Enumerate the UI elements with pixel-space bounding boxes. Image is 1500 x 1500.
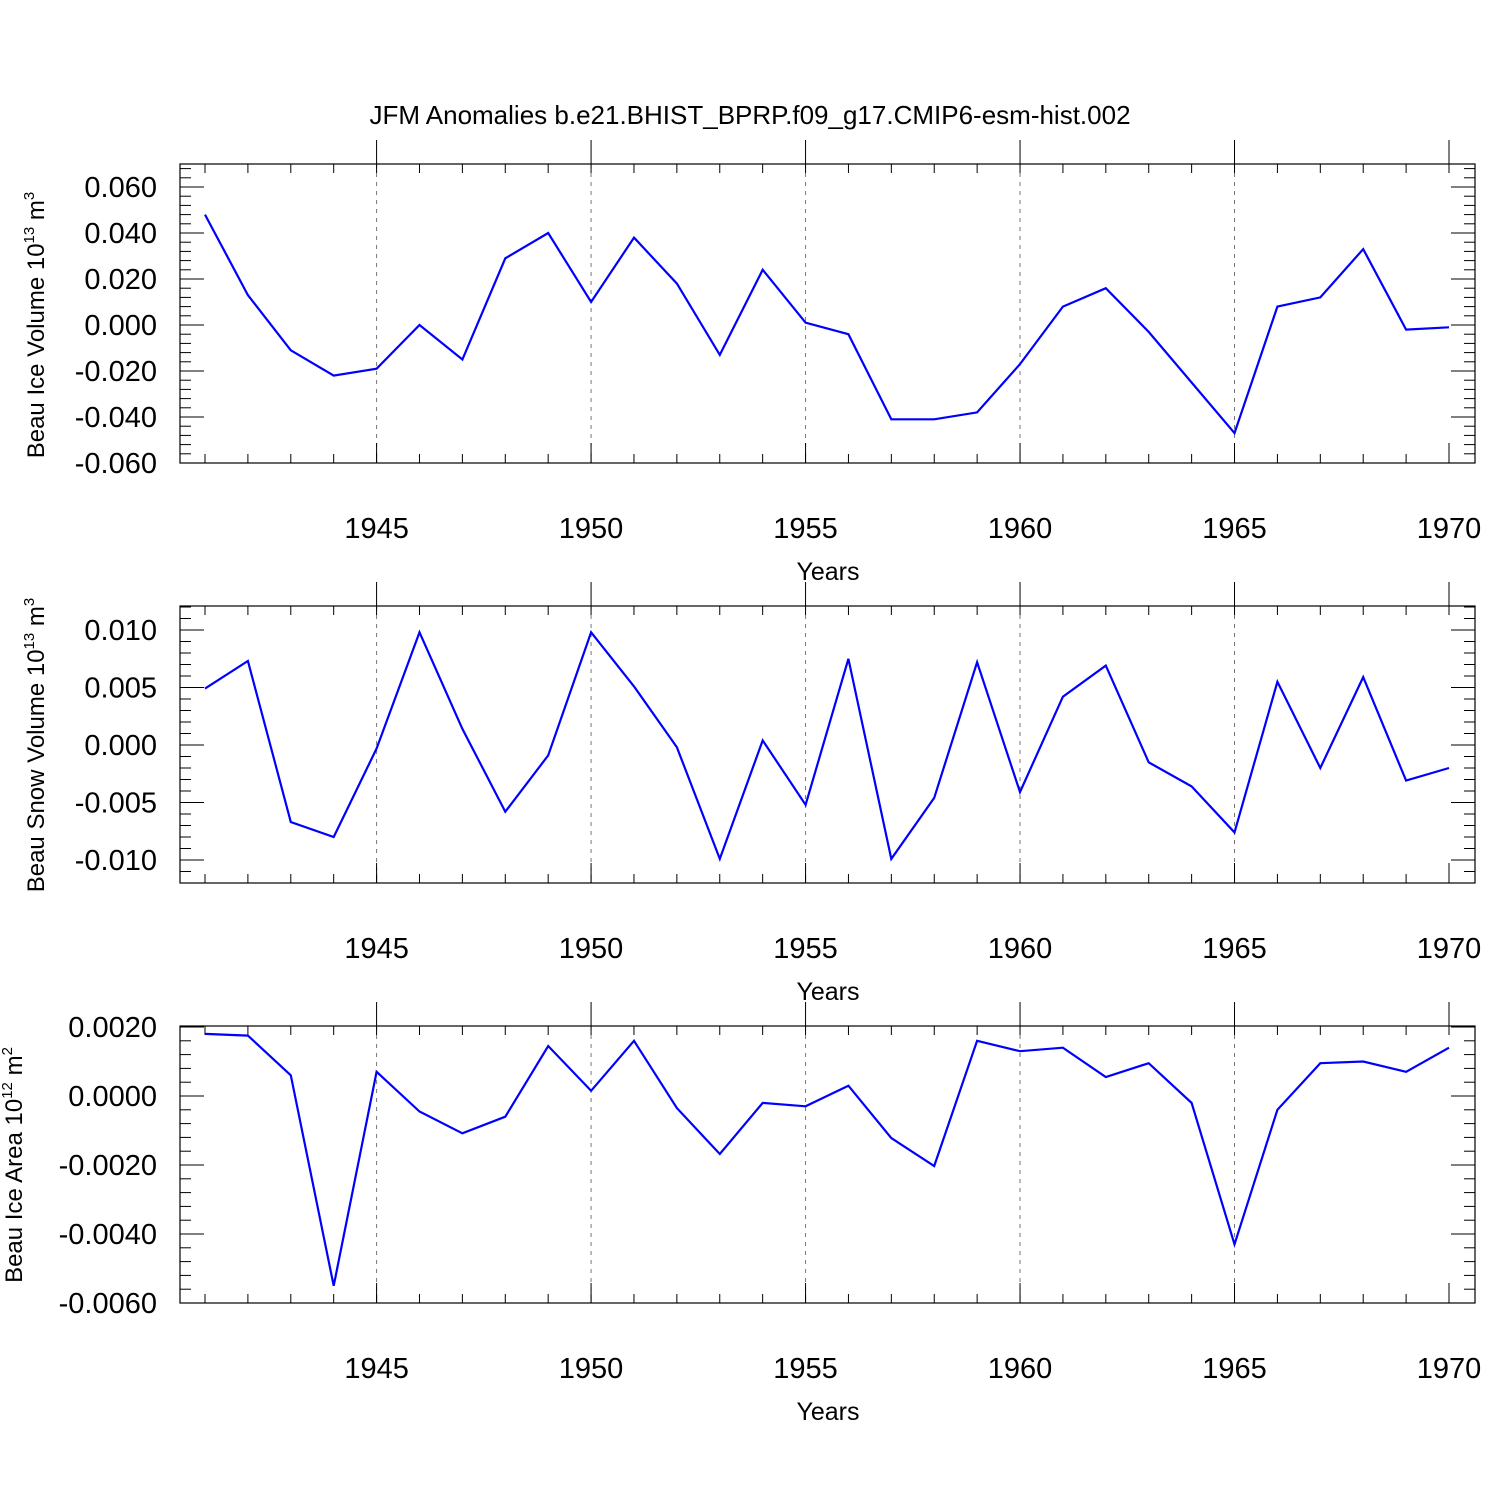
- ice-area-ytick-label: 0.0000: [68, 1081, 157, 1113]
- ice-volume-ytick-label: -0.060: [75, 448, 157, 480]
- ice-volume-ytick-label: 0.060: [84, 172, 157, 204]
- ice-volume-xlabel: Years: [796, 558, 859, 586]
- ice-area-series-line: [204, 1032, 1450, 1287]
- snow-volume-xlabel: Years: [796, 978, 859, 1006]
- ice-volume-xtick-label: 1955: [773, 513, 838, 545]
- snow-volume-xtick-label: 1950: [559, 933, 624, 965]
- snow-volume-xtick-label: 1945: [344, 933, 409, 965]
- snow-volume-xtick-label: 1970: [1417, 933, 1482, 965]
- snow-volume-frame: [179, 605, 1476, 884]
- snow-volume-series-line: [204, 629, 1450, 863]
- ice-volume-xtick-label: 1950: [559, 513, 624, 545]
- snow-volume-xtick-label: 1960: [988, 933, 1053, 965]
- ice-volume-ytick-label: 0.040: [84, 218, 157, 250]
- snow-volume-ytick-label: 0.000: [84, 730, 157, 762]
- ice-volume-xtick-label: 1970: [1417, 513, 1482, 545]
- ice-area-ytick-label: -0.0040: [59, 1219, 157, 1251]
- ice-volume-series-line: [204, 214, 1450, 436]
- ice-volume-ytick-label: -0.020: [75, 356, 157, 388]
- ice-volume-panel: Beau Ice Volume 1013 m3 Years 1945 1950 19…: [21, 140, 1481, 586]
- ice-area-ylabel: Beau Ice Area 1012 m2: [0, 1047, 28, 1283]
- ice-area-xtick-label: 1955: [773, 1353, 838, 1385]
- snow-volume-ytick-label: -0.005: [75, 788, 157, 820]
- snow-volume-panel: Beau Snow Volume 1013 m3 Years 1945 1950 1…: [21, 582, 1481, 1006]
- snow-volume-ylabel: Beau Snow Volume 1013 m3: [21, 598, 50, 893]
- ice-volume-ytick-label: -0.040: [75, 402, 157, 434]
- ice-area-xtick-label: 1965: [1202, 1353, 1267, 1385]
- snow-volume-xtick-label: 1955: [773, 933, 838, 965]
- ice-volume-xtick-label: 1945: [344, 513, 409, 545]
- ice-area-frame: [179, 1025, 1476, 1304]
- ice-area-xtick-label: 1945: [344, 1353, 409, 1385]
- chart-title: JFM Anomalies b.e21.BHIST_BPRP.f09_g17.C…: [369, 100, 1130, 130]
- snow-volume-ytick-label: -0.010: [75, 845, 157, 877]
- ice-volume-frame: [179, 163, 1476, 464]
- snow-volume-ytick-label: 0.005: [84, 673, 157, 705]
- ice-area-xtick-label: 1970: [1417, 1353, 1482, 1385]
- ice-area-ytick-label: 0.0020: [68, 1012, 157, 1044]
- ice-area-xtick-label: 1950: [559, 1353, 624, 1385]
- ice-area-xlabel: Years: [796, 1398, 859, 1426]
- ice-area-panel: Beau Ice Area 1012 m2 Years 1945 1950 1955…: [0, 1002, 1481, 1426]
- ice-volume-xtick-label: 1965: [1202, 513, 1267, 545]
- snow-volume-ytick-label: 0.010: [84, 615, 157, 647]
- ice-area-ytick-label: -0.0020: [59, 1150, 157, 1182]
- snow-volume-xtick-label: 1965: [1202, 933, 1267, 965]
- ice-volume-ytick-label: 0.020: [84, 264, 157, 296]
- ice-volume-xtick-label: 1960: [988, 513, 1053, 545]
- ice-volume-ylabel: Beau Ice Volume 1013 m3: [21, 192, 50, 459]
- ice-volume-ytick-label: 0.000: [84, 310, 157, 342]
- ice-area-ytick-label: -0.0060: [59, 1288, 157, 1320]
- ice-area-xtick-label: 1960: [988, 1353, 1053, 1385]
